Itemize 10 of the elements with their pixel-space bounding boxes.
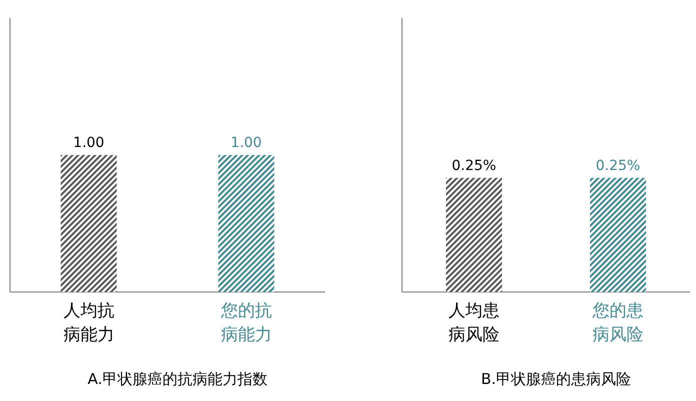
data-label: 1.00 (230, 135, 262, 151)
text: A.甲状腺癌的抗病能力指数 (88, 370, 268, 388)
x-tick-label: 人均抗病能力 (63, 301, 114, 345)
x-tick-label: 您的患病风险 (592, 301, 644, 345)
text: B.甲状腺癌的患病风险 (480, 370, 632, 388)
data-label: 0.25% (596, 158, 640, 174)
x-tick-label: 您的抗病能力 (220, 301, 272, 345)
data-label: 1.00 (73, 135, 104, 151)
data-label: 0.25% (452, 158, 496, 174)
x-tick-label: 人均患病风险 (448, 301, 500, 345)
